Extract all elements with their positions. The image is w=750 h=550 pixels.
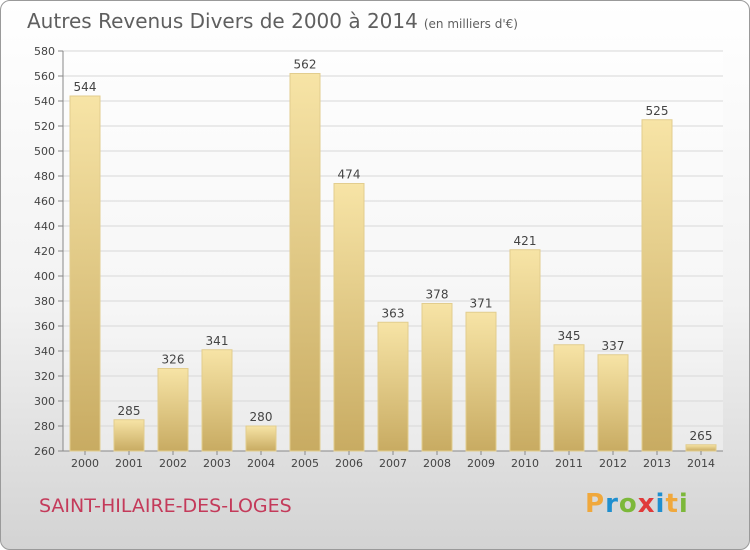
data-label: 474: [338, 168, 361, 182]
data-label: 544: [74, 80, 97, 94]
data-label: 285: [118, 404, 141, 418]
y-tick-label: 380: [34, 295, 55, 308]
y-tick-label: 280: [34, 420, 55, 433]
y-tick-label: 500: [34, 145, 55, 158]
x-tick-label: 2000: [71, 457, 99, 470]
bar: [377, 321, 409, 452]
logo-letter: P: [585, 489, 606, 519]
x-tick-label: 2005: [291, 457, 319, 470]
x-tick-label: 2014: [687, 457, 715, 470]
x-tick-label: 2006: [335, 457, 363, 470]
y-tick-label: 340: [34, 345, 55, 358]
y-tick-label: 360: [34, 320, 55, 333]
y-tick-label: 580: [34, 45, 55, 58]
bar: [113, 419, 145, 452]
x-tick-label: 2004: [247, 457, 275, 470]
x-tick-label: 2011: [555, 457, 583, 470]
chart-title-text: Autres Revenus Divers de 2000 à 2014: [27, 9, 418, 33]
logo-letter: i: [678, 489, 689, 519]
y-tick-label: 460: [34, 195, 55, 208]
x-tick-label: 2008: [423, 457, 451, 470]
data-label: 265: [690, 429, 713, 443]
y-tick-label: 400: [34, 270, 55, 283]
x-tick-label: 2007: [379, 457, 407, 470]
bar: [641, 119, 673, 452]
bar: [333, 183, 365, 452]
x-tick-label: 2003: [203, 457, 231, 470]
data-label: 326: [162, 353, 185, 367]
bar: [157, 368, 189, 452]
chart-title: Autres Revenus Divers de 2000 à 2014 (en …: [27, 9, 518, 33]
logo-letter: x: [637, 489, 656, 519]
y-tick-label: 440: [34, 220, 55, 233]
bar: [69, 95, 101, 452]
bar: [465, 311, 497, 452]
data-label: 371: [470, 296, 493, 310]
x-tick-label: 2009: [467, 457, 495, 470]
y-tick-label: 480: [34, 170, 55, 183]
y-tick-label: 300: [34, 395, 55, 408]
data-label: 378: [426, 288, 449, 302]
data-label: 345: [558, 329, 581, 343]
bar: [421, 303, 453, 452]
chart-unit: (en milliers d'€): [423, 17, 518, 31]
bar: [289, 73, 321, 452]
bar: [201, 349, 233, 452]
y-tick-label: 520: [34, 120, 55, 133]
commune-name: SAINT-HILAIRE-DES-LOGES: [39, 495, 292, 517]
logo-letter: r: [605, 489, 619, 519]
data-label: 280: [250, 410, 273, 424]
y-tick-label: 540: [34, 95, 55, 108]
logo-letter: t: [665, 489, 679, 519]
logo-letter: i: [655, 489, 666, 519]
data-label: 341: [206, 334, 229, 348]
logo-letter: o: [618, 489, 638, 519]
data-label: 363: [382, 306, 405, 320]
bar: [553, 344, 585, 452]
bar: [597, 354, 629, 452]
y-tick-label: 320: [34, 370, 55, 383]
data-label: 562: [294, 58, 317, 72]
data-label: 337: [602, 339, 625, 353]
bar: [685, 444, 717, 452]
y-tick-label: 420: [34, 245, 55, 258]
x-tick-label: 2012: [599, 457, 627, 470]
y-tick-label: 560: [34, 70, 55, 83]
x-tick-label: 2001: [115, 457, 143, 470]
x-tick-label: 2013: [643, 457, 671, 470]
bar: [509, 249, 541, 452]
bar: [245, 425, 277, 452]
x-tick-label: 2002: [159, 457, 187, 470]
proxiti-logo: Proxiti: [585, 489, 689, 519]
data-label: 525: [646, 104, 669, 118]
y-tick-label: 260: [34, 445, 55, 458]
data-label: 421: [514, 234, 537, 248]
x-tick-label: 2010: [511, 457, 539, 470]
